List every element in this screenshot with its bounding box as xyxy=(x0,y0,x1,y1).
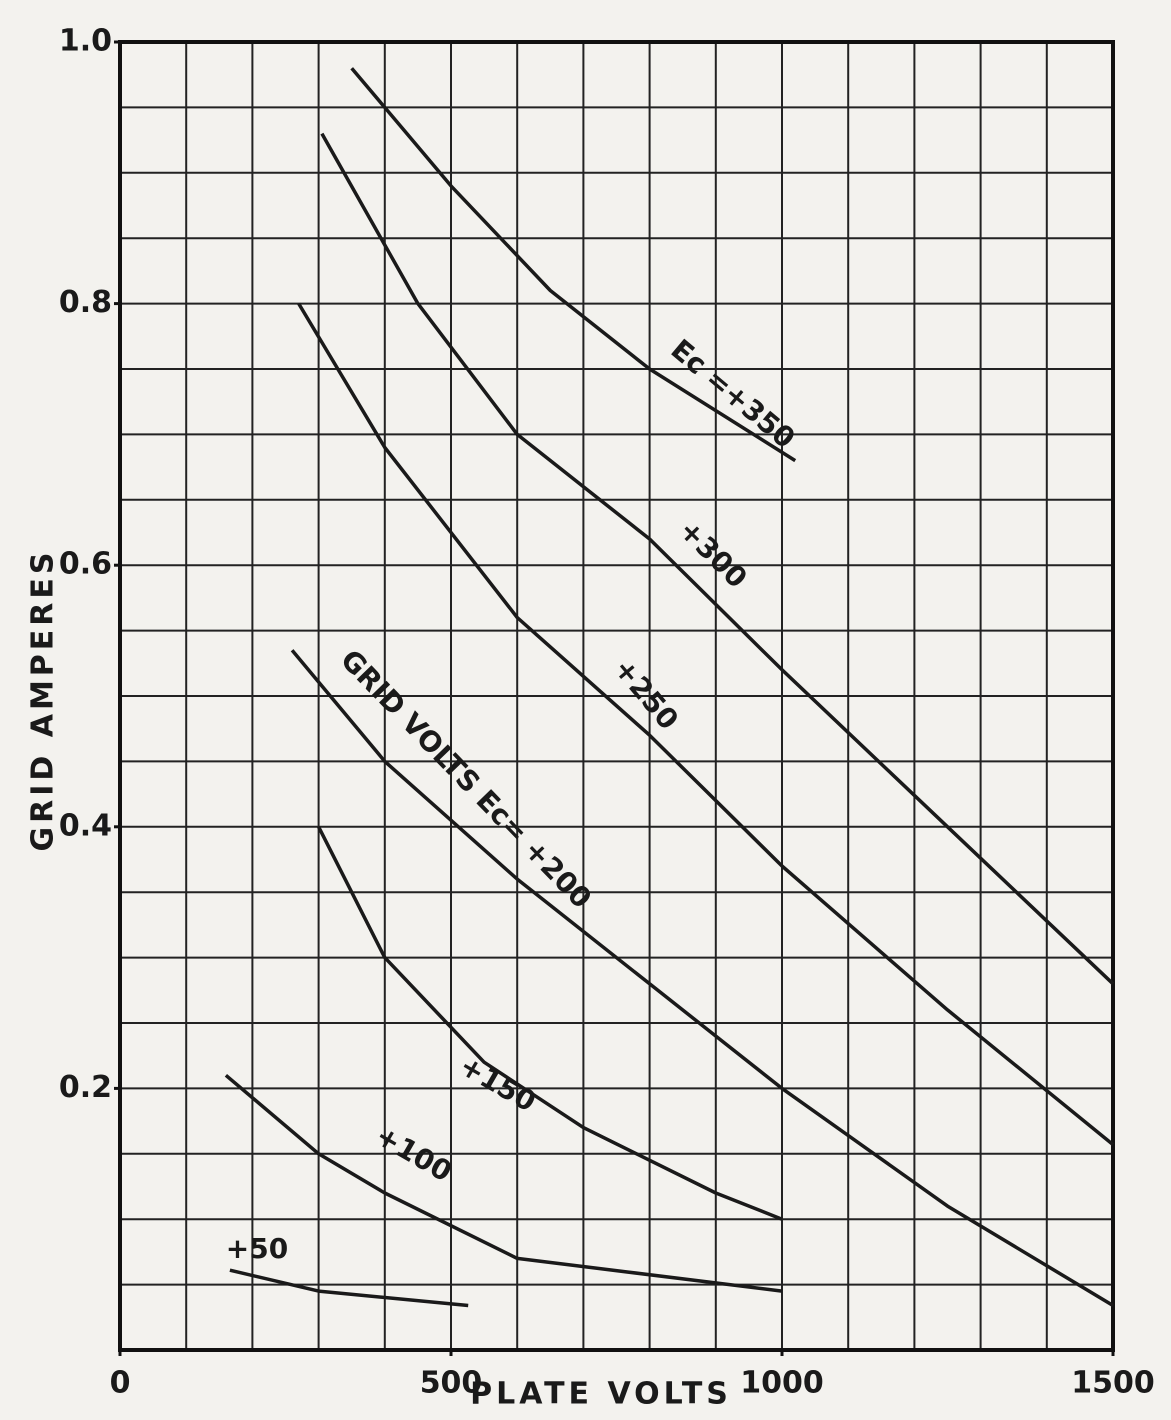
curve xyxy=(320,132,1115,986)
curve-label: Ec =+350 xyxy=(665,333,802,455)
y-axis-title: GRID AMPERES xyxy=(26,549,61,852)
curve-label: +300 xyxy=(672,513,753,594)
plot-frame xyxy=(118,40,1115,1352)
curve xyxy=(317,826,783,1221)
x-tick-label: 1500 xyxy=(1071,1366,1155,1401)
curve xyxy=(350,67,797,463)
y-tick-label: 0.8 xyxy=(59,285,112,320)
x-tick-label: 1000 xyxy=(740,1366,824,1401)
y-tick-label: 1.0 xyxy=(59,24,112,59)
y-tick-label: 0.4 xyxy=(59,808,112,843)
curve-label: +150 xyxy=(454,1049,541,1119)
x-axis-title: PLATE VOLTS xyxy=(470,1377,732,1412)
x-tick-label: 0 xyxy=(110,1366,131,1401)
curve-label: +100 xyxy=(370,1119,457,1189)
curve xyxy=(290,649,1114,1308)
y-tick-label: 0.2 xyxy=(59,1070,112,1105)
curve xyxy=(297,302,1115,1146)
curve-label: +250 xyxy=(607,652,685,736)
curve xyxy=(224,1073,783,1293)
y-tick-label: 0.6 xyxy=(59,547,112,582)
curve-label: GRID VOLTS Ec= +200 xyxy=(334,643,598,915)
curve xyxy=(229,1268,469,1308)
curve-label: +50 xyxy=(226,1232,288,1265)
x-tick-label: 500 xyxy=(420,1366,483,1401)
